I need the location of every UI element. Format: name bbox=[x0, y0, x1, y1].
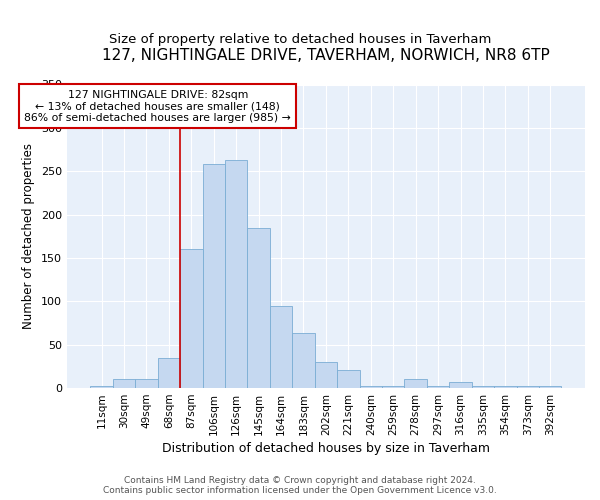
Y-axis label: Number of detached properties: Number of detached properties bbox=[22, 144, 35, 330]
Bar bbox=[225, 160, 247, 388]
Bar bbox=[427, 386, 449, 388]
X-axis label: Distribution of detached houses by size in Taverham: Distribution of detached houses by size … bbox=[162, 442, 490, 455]
Text: 127 NIGHTINGALE DRIVE: 82sqm
← 13% of detached houses are smaller (148)
86% of s: 127 NIGHTINGALE DRIVE: 82sqm ← 13% of de… bbox=[25, 90, 291, 123]
Text: Contains HM Land Registry data © Crown copyright and database right 2024.
Contai: Contains HM Land Registry data © Crown c… bbox=[103, 476, 497, 495]
Bar bbox=[539, 386, 562, 388]
Bar bbox=[404, 378, 427, 388]
Bar bbox=[472, 386, 494, 388]
Bar bbox=[91, 386, 113, 388]
Bar bbox=[135, 380, 158, 388]
Bar bbox=[517, 386, 539, 388]
Bar bbox=[270, 306, 292, 388]
Bar bbox=[180, 250, 203, 388]
Title: 127, NIGHTINGALE DRIVE, TAVERHAM, NORWICH, NR8 6TP: 127, NIGHTINGALE DRIVE, TAVERHAM, NORWIC… bbox=[102, 48, 550, 62]
Bar bbox=[337, 370, 359, 388]
Text: Size of property relative to detached houses in Taverham: Size of property relative to detached ho… bbox=[109, 32, 491, 46]
Bar bbox=[315, 362, 337, 388]
Bar bbox=[203, 164, 225, 388]
Bar bbox=[247, 228, 270, 388]
Bar bbox=[292, 334, 315, 388]
Bar bbox=[449, 382, 472, 388]
Bar bbox=[494, 386, 517, 388]
Bar bbox=[382, 386, 404, 388]
Bar bbox=[158, 358, 180, 388]
Bar bbox=[113, 380, 135, 388]
Bar bbox=[359, 386, 382, 388]
